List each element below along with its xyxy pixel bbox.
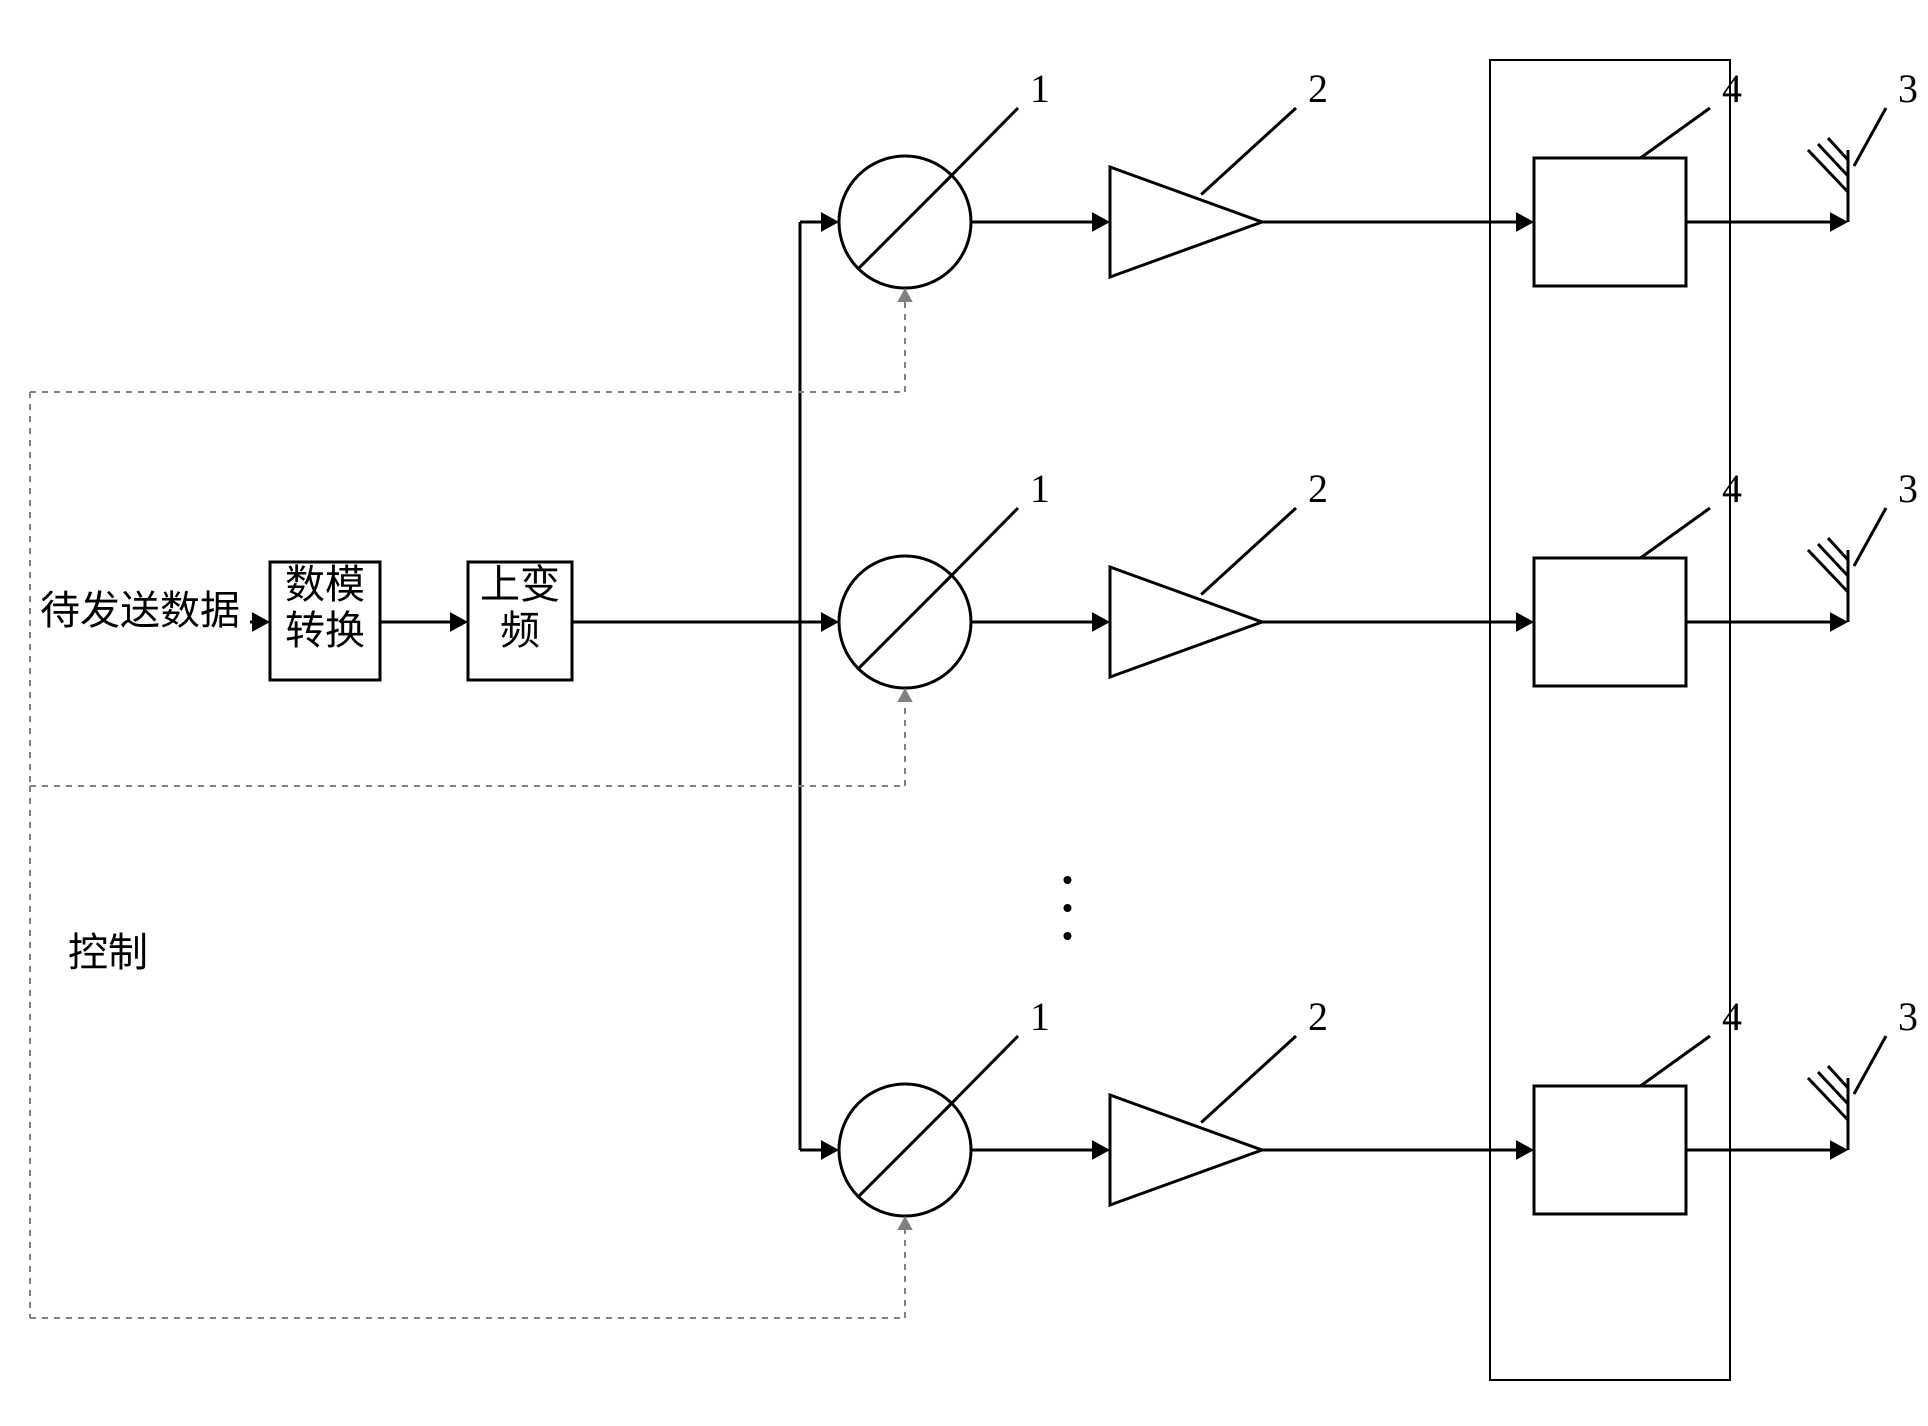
amplifier-label: 2 <box>1308 66 1328 111</box>
input-label: 待发送数据 <box>40 588 240 633</box>
upconverter-label-line: 频 <box>500 608 540 653</box>
filter-label: 4 <box>1722 994 1742 1039</box>
antenna-label: 3 <box>1898 994 1918 1039</box>
ellipsis-dot <box>1064 904 1072 912</box>
control-label: 控制 <box>68 930 148 975</box>
filter-label: 4 <box>1722 66 1742 111</box>
phase-shifter-label: 1 <box>1030 66 1050 111</box>
dac-label-line: 数模 <box>285 562 365 607</box>
antenna-label: 3 <box>1898 466 1918 511</box>
ellipsis-dot <box>1064 876 1072 884</box>
antenna-label: 3 <box>1898 66 1918 111</box>
phase-shifter-label: 1 <box>1030 994 1050 1039</box>
phase-shifter-label: 1 <box>1030 466 1050 511</box>
filter-label: 4 <box>1722 466 1742 511</box>
amplifier-label: 2 <box>1308 994 1328 1039</box>
upconverter-label-line: 上变 <box>480 562 560 607</box>
dac-label-line: 转换 <box>285 608 365 653</box>
amplifier-label: 2 <box>1308 466 1328 511</box>
ellipsis-dot <box>1064 932 1072 940</box>
